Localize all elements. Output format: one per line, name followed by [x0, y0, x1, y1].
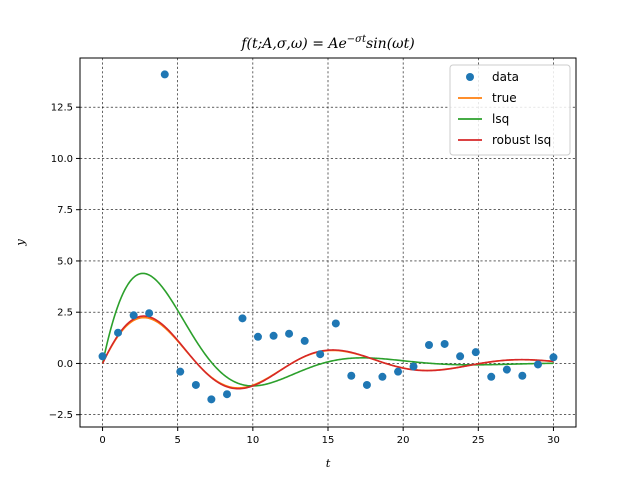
grid: [80, 58, 576, 427]
legend-label: data: [492, 70, 519, 84]
data-point: [471, 348, 480, 357]
y-tick-label: 12.5: [51, 103, 73, 114]
data-point: [160, 70, 169, 79]
data-point: [145, 309, 154, 318]
x-tick-label: 30: [547, 435, 560, 446]
data-point: [533, 360, 542, 369]
data-point: [253, 332, 262, 341]
y-tick-label: 7.5: [57, 205, 73, 216]
legend-marker: [466, 73, 474, 81]
chart-title: f(t;A,σ,ω) = Ae−σtsin(ωt): [240, 34, 414, 52]
data-point: [207, 395, 216, 404]
x-tick-label: 15: [322, 435, 335, 446]
x-axis-label: t: [326, 456, 331, 470]
data-point: [331, 319, 340, 328]
data-point: [129, 311, 138, 320]
x-tick-label: 0: [99, 435, 105, 446]
data-point: [378, 372, 387, 381]
legend-box: [449, 64, 571, 156]
plot-area: [98, 70, 558, 404]
data-point: [487, 372, 496, 381]
y-tick-label: 2.5: [57, 308, 73, 319]
data-point: [518, 371, 527, 380]
legend-label: lsq: [492, 112, 509, 126]
x-tick-label: 10: [246, 435, 259, 446]
x-tick-label: 20: [397, 435, 410, 446]
data-point: [409, 362, 418, 371]
y-tick-label: 5.0: [57, 256, 73, 267]
data-point: [285, 329, 294, 338]
y-tick-label: 10.0: [51, 154, 73, 165]
legend: data true lsq robust lsq: [449, 64, 571, 156]
y-tick-label: −2.5: [49, 410, 73, 421]
legend-label: robust lsq: [492, 133, 551, 147]
series-line-robust-lsq: [101, 315, 554, 390]
data-point: [394, 367, 403, 376]
y-axis-label: y: [13, 239, 27, 247]
data-point: [238, 314, 247, 323]
data-point: [269, 331, 278, 340]
data-point: [176, 367, 185, 376]
data-point: [300, 336, 309, 345]
data-point: [425, 341, 434, 349]
data-point: [362, 380, 371, 389]
x-tick-label: 5: [175, 435, 181, 446]
data-point: [502, 365, 511, 374]
data-point: [114, 328, 123, 337]
legend-label: true: [492, 91, 517, 105]
data-point: [440, 339, 449, 348]
x-tick-label: 25: [472, 435, 485, 446]
series-line-lsq: [101, 272, 554, 387]
data-point: [222, 390, 231, 399]
y-tick-label: 0.0: [57, 359, 73, 370]
data-point: [98, 352, 107, 361]
data-point: [191, 380, 200, 389]
data-point: [456, 352, 465, 361]
data-point: [549, 353, 558, 362]
axis-ticks: 0 5 10 15 20 25 30 −2.5 0.0 2.5 5.0 7.5 10.0 12.5: [49, 103, 560, 446]
data-point: [316, 350, 325, 359]
data-point: [347, 371, 356, 380]
